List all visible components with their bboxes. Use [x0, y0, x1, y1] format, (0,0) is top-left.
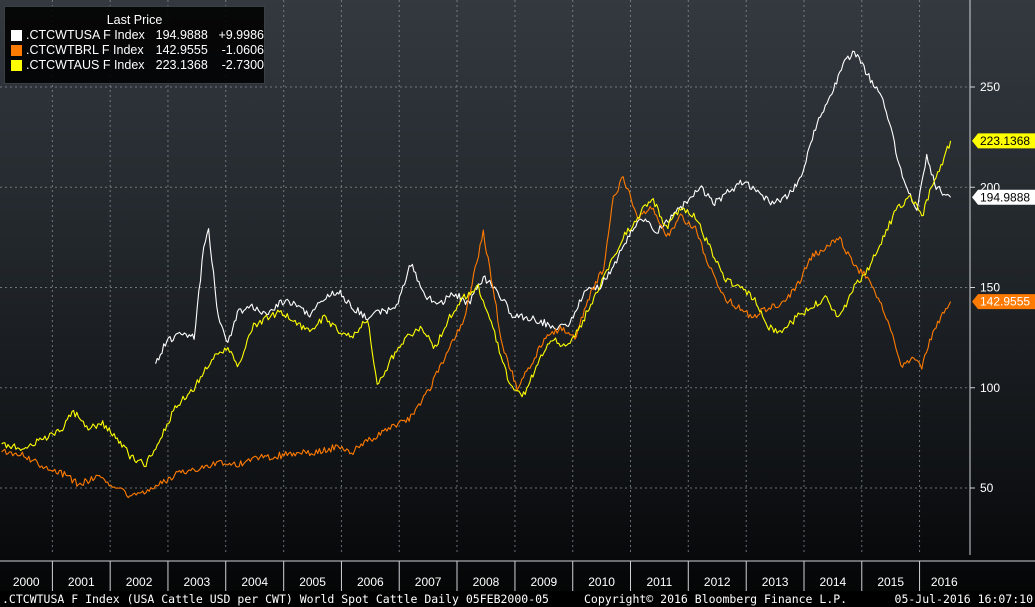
x-tick-label: 2002 — [126, 575, 153, 589]
legend: Last Price .CTCWTUSA F Index 194.9888 +9… — [4, 6, 265, 84]
y-tick-label: 100 — [980, 381, 1000, 395]
legend-name: .CTCWTUSA F Index — [26, 28, 145, 42]
x-tick-label: 2004 — [241, 575, 268, 589]
last-price-flags: 194.9888 142.9555 223.1368 — [972, 133, 1035, 310]
x-tick-label: 2009 — [530, 575, 557, 589]
last-price-flag — [972, 189, 1035, 205]
legend-item-brl: .CTCWTBRL F Index 142.9555 -1.0606 — [11, 43, 264, 58]
x-tick-label: 2008 — [473, 575, 500, 589]
x-tick-label: 2013 — [762, 575, 789, 589]
x-tick-label: 2015 — [877, 575, 904, 589]
series-line — [155, 50, 952, 364]
legend-name: .CTCWTBRL F Index — [26, 43, 144, 57]
last-price-flag — [972, 294, 1035, 310]
series-line — [1, 140, 952, 468]
x-tick-label: 2005 — [299, 575, 326, 589]
x-tick-label: 2003 — [183, 575, 210, 589]
y-tick-label: 50 — [980, 481, 994, 495]
legend-last-value: 194.9888 — [155, 28, 208, 42]
legend-change: +9.9986 — [218, 28, 264, 42]
y-tick-label: 150 — [980, 281, 1000, 295]
legend-swatch-aus — [11, 60, 22, 71]
x-tick-label: 2012 — [704, 575, 731, 589]
x-tick-label: 2010 — [588, 575, 615, 589]
legend-swatch-usa — [11, 30, 22, 41]
x-tick-label: 2000 — [13, 575, 40, 589]
footer-timestamp: 05-Jul-2016 16:07:10 — [894, 592, 1033, 606]
legend-swatch-brl — [11, 45, 22, 56]
x-tick-label: 2014 — [820, 575, 847, 589]
series-lines — [1, 50, 952, 499]
last-price-flag-label: 194.9888 — [980, 190, 1030, 204]
x-tick-label: 2011 — [646, 575, 672, 589]
x-tick-label: 2016 — [931, 575, 958, 589]
y-tick-label: 250 — [980, 80, 1000, 94]
x-tick-label: 2001 — [68, 575, 95, 589]
x-tick-label: 2006 — [357, 575, 384, 589]
legend-change: -1.0606 — [221, 43, 264, 57]
legend-last-value: 223.1368 — [155, 58, 208, 72]
x-tick-label: 2007 — [415, 575, 442, 589]
legend-last-value: 142.9555 — [155, 43, 208, 57]
footer-description: .CTCWTUSA F Index (USA Cattle USD per CW… — [2, 592, 549, 606]
last-price-flag — [972, 133, 1035, 149]
last-price-flag-label: 142.9555 — [980, 295, 1030, 309]
grid — [0, 0, 970, 555]
footer-bar: .CTCWTUSA F Index (USA Cattle USD per CW… — [0, 591, 1035, 607]
footer-copyright: Copyright© 2016 Bloomberg Finance L.P. — [584, 592, 848, 606]
last-price-flag-label: 223.1368 — [980, 134, 1030, 148]
legend-change: -2.7300 — [221, 58, 264, 72]
legend-item-usa: .CTCWTUSA F Index 194.9888 +9.9986 — [11, 28, 264, 43]
legend-name: .CTCWTAUS F Index — [26, 58, 145, 72]
legend-item-aus: .CTCWTAUS F Index 223.1368 -2.7300 — [11, 58, 264, 73]
legend-title: Last Price — [106, 13, 163, 27]
series-line — [1, 176, 952, 499]
